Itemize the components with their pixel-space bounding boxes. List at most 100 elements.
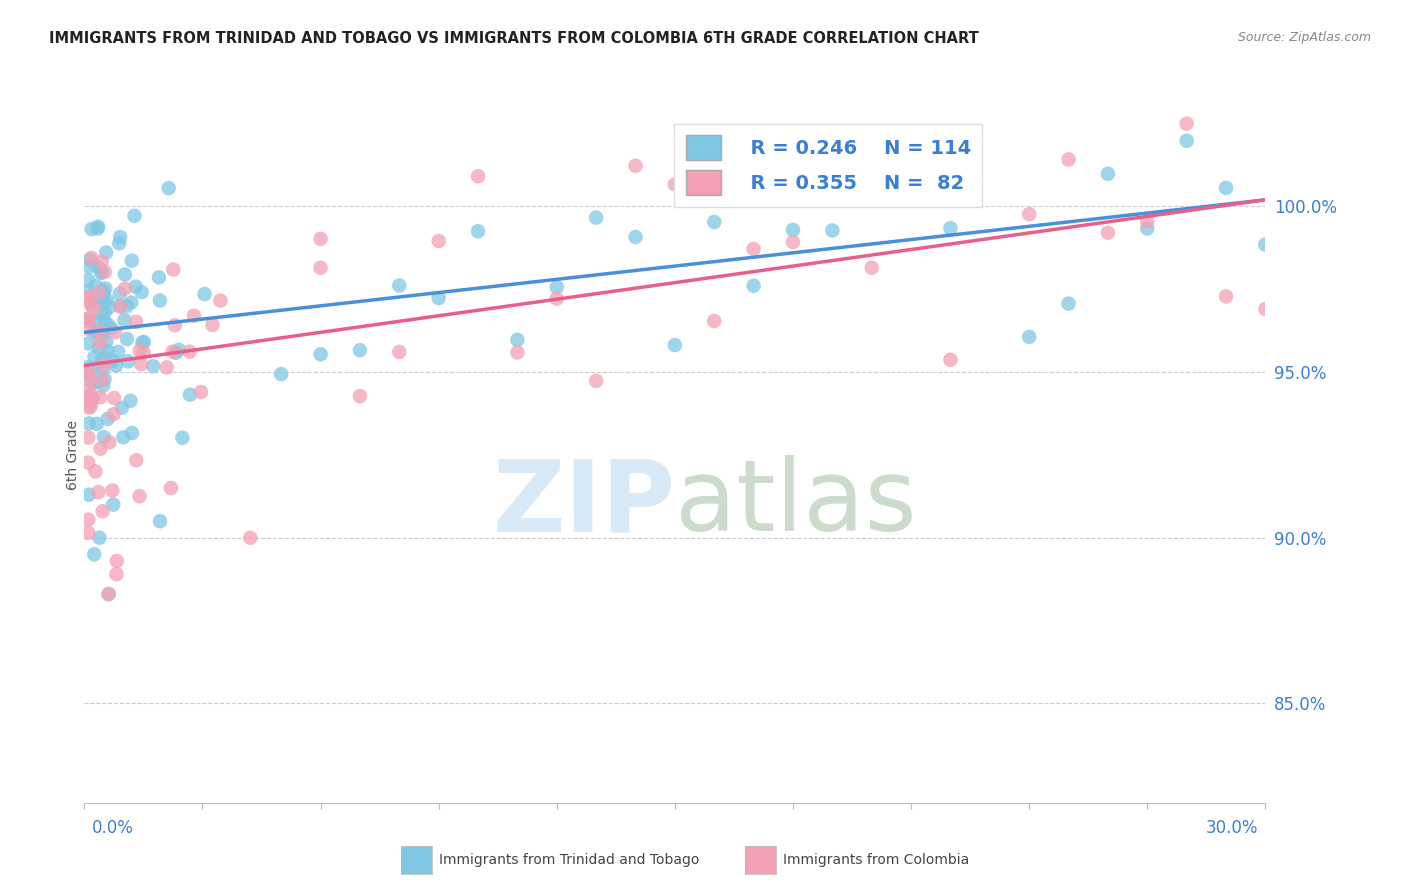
Point [742,242,765,256]
Point [89,335,111,350]
Point [427,234,450,248]
Point [83,350,105,364]
Point [84,313,107,327]
Point [77,292,100,306]
Point [114,282,136,296]
Point [117,354,139,368]
Point [77,366,100,380]
Point [103,407,125,421]
Point [624,230,647,244]
Point [125,453,148,467]
Point [1175,117,1198,131]
Point [149,514,172,528]
Point [97,587,120,601]
Point [98,300,121,314]
Point [782,223,804,237]
Point [108,286,131,301]
Point [112,430,135,444]
Point [101,354,124,368]
Point [91,373,114,387]
Point [860,164,883,178]
Point [1254,237,1277,252]
Point [388,345,411,359]
Point [467,169,489,184]
Point [90,265,112,279]
Point [546,292,568,306]
Point [90,328,112,343]
Point [115,299,138,313]
Point [80,399,103,413]
Point [82,392,104,406]
Text: atlas: atlas [675,455,917,552]
Point [124,209,146,223]
Point [104,325,127,339]
Point [77,368,100,382]
Point [93,314,115,328]
Point [98,435,121,450]
Point [77,360,100,375]
Point [82,376,104,390]
Point [96,245,118,260]
Y-axis label: 6th Grade: 6th Grade [66,420,80,490]
Point [546,280,568,294]
Point [87,219,110,234]
Point [105,554,128,568]
Point [156,360,179,375]
Point [115,332,138,346]
Point [121,425,143,440]
Point [90,442,112,456]
Point [163,318,186,333]
Point [506,333,529,347]
Point [87,260,110,275]
Point [782,235,804,249]
Point [114,268,136,282]
Point [80,298,103,312]
Point [96,334,118,349]
Point [309,347,332,361]
Point [77,417,100,431]
Point [108,236,131,251]
Point [165,346,187,360]
Point [91,504,114,518]
Point [77,290,100,304]
Point [79,252,101,267]
Point [101,483,124,498]
Point [89,324,111,338]
Point [86,221,108,235]
Point [79,295,101,310]
Point [349,389,371,403]
Point [77,456,100,470]
Point [97,587,120,601]
Text: 30.0%: 30.0% [1206,819,1258,837]
Point [97,293,120,308]
Point [77,401,100,415]
Point [77,312,100,326]
Point [162,262,184,277]
Point [93,285,115,300]
Point [939,352,962,367]
Point [388,278,411,293]
Text: ZIP: ZIP [492,455,675,552]
Point [1097,226,1119,240]
Point [270,367,292,381]
Point [84,465,107,479]
Point [467,224,489,238]
Point [129,357,152,371]
Point [84,278,107,293]
Point [111,401,134,415]
Point [1254,301,1277,316]
Point [506,345,529,359]
Point [1018,330,1040,344]
Point [91,378,114,392]
Point [77,273,100,287]
Point [83,547,105,561]
Point [100,321,122,335]
Point [664,338,686,352]
Text: Immigrants from Trinidad and Tobago: Immigrants from Trinidad and Tobago [439,853,699,867]
Point [110,299,132,313]
Point [103,498,125,512]
Point [142,359,165,373]
Point [112,313,135,327]
Point [149,293,172,308]
Point [183,309,205,323]
